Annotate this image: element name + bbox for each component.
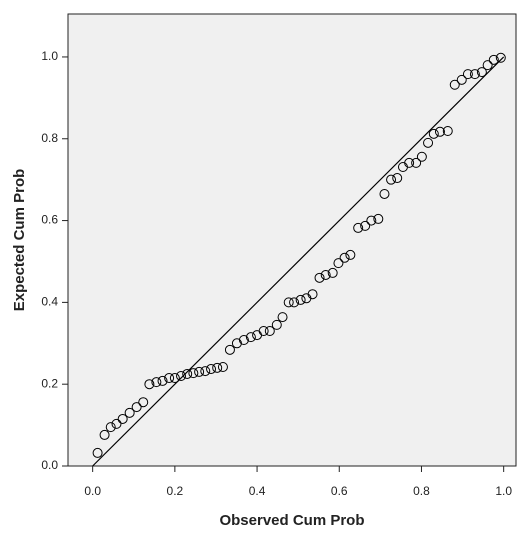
y-tick-label: 0.4 (41, 295, 58, 309)
point (416, 151, 427, 162)
point (289, 297, 300, 308)
point (345, 249, 356, 260)
point (469, 69, 480, 80)
point (379, 188, 390, 199)
point (99, 429, 110, 440)
point (386, 174, 397, 185)
x-tick-label: 0.4 (249, 484, 266, 498)
point (111, 418, 122, 429)
y-tick-label: 0.8 (41, 131, 58, 145)
point (138, 397, 149, 408)
point (117, 413, 128, 424)
point (482, 60, 493, 71)
point (462, 69, 473, 80)
point (476, 67, 487, 78)
point (488, 54, 499, 65)
point (131, 402, 142, 413)
point (264, 326, 275, 337)
point (307, 289, 318, 300)
point (124, 407, 135, 418)
point (144, 379, 155, 390)
point (231, 338, 242, 349)
point (411, 157, 422, 168)
point (366, 215, 377, 226)
y-tick-label: 1.0 (41, 49, 58, 63)
x-tick-label: 0.2 (167, 484, 184, 498)
point (373, 213, 384, 224)
point (456, 74, 467, 85)
point (245, 332, 256, 343)
point (217, 362, 228, 373)
y-axis-label: Expected Cum Prob (11, 169, 28, 312)
y-tick-label: 0.6 (41, 213, 58, 227)
point (212, 362, 223, 373)
point (271, 319, 282, 330)
point (157, 375, 168, 386)
plot-area (67, 13, 517, 467)
x-tick-label: 0.8 (413, 484, 430, 498)
point (392, 173, 403, 184)
x-tick-label: 1.0 (495, 484, 512, 498)
point (176, 371, 187, 382)
point (194, 366, 205, 377)
point (320, 269, 331, 280)
x-tick-label: 0.6 (331, 484, 348, 498)
reference-line (92, 56, 505, 467)
point (151, 377, 162, 388)
point (258, 326, 269, 337)
point (339, 252, 350, 263)
point (428, 128, 439, 139)
point (360, 220, 371, 231)
point (277, 312, 288, 323)
point (238, 335, 249, 346)
point (353, 222, 364, 233)
point (404, 157, 415, 168)
point (333, 258, 344, 269)
point (169, 373, 180, 384)
point (327, 267, 338, 278)
point (164, 373, 175, 384)
point (449, 79, 460, 90)
point (442, 125, 453, 136)
point (92, 447, 103, 458)
x-axis-label: Observed Cum Prob (219, 512, 364, 529)
point (224, 344, 235, 355)
point (423, 137, 434, 148)
x-tick-label: 0.0 (84, 484, 101, 498)
point (434, 126, 445, 137)
point (283, 297, 294, 308)
point (188, 368, 199, 379)
point (206, 364, 217, 375)
point (495, 52, 506, 63)
point (182, 368, 193, 379)
point (295, 294, 306, 305)
point (105, 422, 116, 433)
y-tick-label: 0.2 (41, 376, 58, 390)
point (314, 272, 325, 283)
point (200, 366, 211, 377)
y-tick-label: 0.0 (41, 458, 58, 472)
